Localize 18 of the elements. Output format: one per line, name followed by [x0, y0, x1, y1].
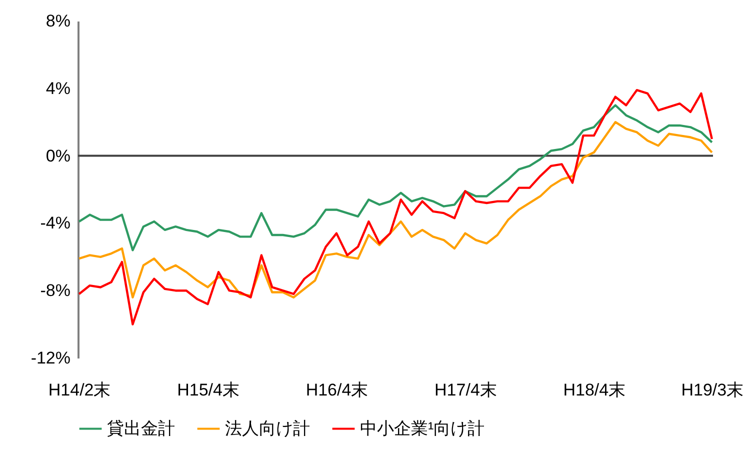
line-series	[78, 104, 714, 252]
x-tick-label: H19/3末	[681, 380, 744, 400]
y-tick-label: -12%	[30, 348, 70, 368]
y-tick-label: -8%	[40, 281, 70, 300]
x-tick-label: H18/4末	[563, 380, 626, 400]
y-tick-label: 8%	[46, 12, 70, 30]
x-tick-label: H16/4末	[306, 380, 368, 400]
x-tick-label: H17/4末	[434, 380, 497, 400]
line-series	[78, 121, 714, 298]
x-tick-label: H14/2末	[48, 380, 111, 400]
y-tick-label: -4%	[40, 214, 70, 233]
legend-label: 中小企業¹向け計	[360, 418, 485, 438]
x-tick-label: H15/4末	[177, 380, 240, 400]
y-tick-label: 0%	[46, 146, 70, 166]
y-tick-label: 4%	[46, 78, 70, 98]
line-series	[78, 88, 714, 326]
legend-label: 貸出金計	[107, 418, 175, 438]
legend-label: 法人向け計	[225, 418, 310, 438]
